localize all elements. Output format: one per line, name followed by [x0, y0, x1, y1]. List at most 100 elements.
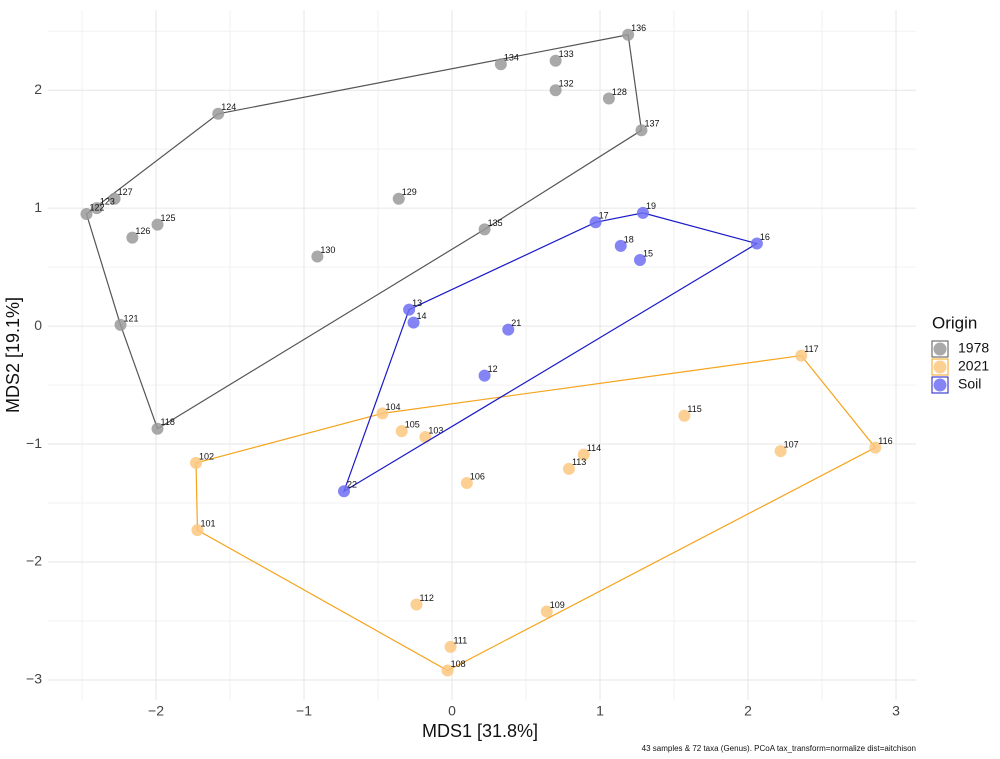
point-label: 117	[804, 344, 818, 354]
point-label: 12	[488, 364, 498, 374]
point	[562, 462, 575, 475]
point-label: 106	[470, 471, 485, 481]
point-label: 134	[504, 53, 519, 63]
point-label: 129	[402, 187, 417, 197]
point-label: 111	[454, 635, 468, 645]
point-label: 109	[550, 600, 565, 610]
legend-label: Soil	[958, 376, 981, 392]
point	[678, 409, 691, 422]
x-tick-label: 3	[892, 703, 900, 719]
point-label: 112	[420, 593, 434, 603]
point-label: 113	[572, 457, 586, 467]
point	[189, 456, 202, 469]
point	[392, 192, 405, 205]
point	[774, 445, 787, 458]
legend-label: 2021	[958, 358, 989, 374]
point	[151, 422, 164, 435]
point-label: 114	[587, 443, 601, 453]
y-tick-label: −2	[26, 553, 42, 569]
point	[407, 316, 420, 329]
point-label: 122	[89, 202, 104, 212]
point-label: 128	[612, 87, 627, 97]
point-label: 22	[347, 480, 357, 490]
point	[395, 425, 408, 438]
point	[311, 250, 324, 263]
point-label: 132	[559, 79, 574, 89]
point	[478, 369, 491, 382]
point-label: 17	[599, 211, 609, 221]
caption: 43 samples & 72 taxa (Genus). PCoA tax_t…	[642, 744, 916, 753]
legend-swatch	[933, 360, 947, 374]
point	[337, 485, 350, 498]
point-label: 15	[643, 248, 653, 258]
point-label: 135	[488, 218, 503, 228]
point-label: 13	[412, 298, 422, 308]
point	[633, 254, 646, 267]
point	[191, 524, 204, 537]
x-axis-title: MDS1 [31.8%]	[422, 721, 538, 741]
point	[869, 441, 882, 454]
point	[80, 208, 93, 221]
y-axis-title: MDS2 [19.1%]	[3, 297, 23, 413]
point	[126, 231, 139, 244]
point	[540, 605, 553, 618]
legend-swatch	[933, 378, 947, 392]
point-label: 121	[124, 313, 139, 323]
point	[549, 84, 562, 97]
point-label: 103	[428, 425, 443, 435]
point	[577, 448, 590, 461]
hull	[195, 354, 877, 672]
point-label: 127	[118, 187, 133, 197]
x-tick-label: −2	[148, 703, 164, 719]
point-label: 125	[161, 213, 176, 223]
point	[212, 107, 225, 120]
point	[410, 598, 423, 611]
grid	[48, 10, 916, 700]
point-label: 133	[559, 49, 574, 59]
point	[622, 28, 635, 41]
point	[494, 58, 507, 71]
y-tick-label: −1	[26, 435, 42, 451]
point-label: 105	[405, 419, 420, 429]
hull	[85, 34, 643, 430]
y-tick-label: 0	[34, 317, 42, 333]
point-label: 21	[511, 318, 521, 328]
point	[635, 124, 648, 137]
point	[549, 54, 562, 67]
point-label: 136	[631, 23, 646, 33]
point-label: 14	[417, 311, 427, 321]
point	[460, 476, 473, 489]
legend-title: Origin	[932, 313, 977, 332]
point-label: 126	[135, 226, 150, 236]
y-tick-label: 2	[34, 81, 42, 97]
y-tick-label: −3	[26, 671, 42, 687]
legend-label: 1978	[958, 340, 989, 356]
point	[502, 323, 515, 336]
point	[403, 303, 416, 316]
x-tick-label: 2	[744, 703, 752, 719]
point	[795, 349, 808, 362]
point	[750, 237, 763, 250]
point	[614, 239, 627, 252]
legend-swatch	[933, 342, 947, 356]
point-label: 123	[100, 197, 115, 207]
point	[478, 223, 491, 236]
point	[151, 218, 164, 231]
point-label: 124	[221, 102, 236, 112]
point	[444, 640, 457, 653]
point-label: 107	[784, 440, 799, 450]
point-label: 18	[624, 234, 634, 244]
y-tick-label: 1	[34, 199, 42, 215]
point	[441, 664, 454, 677]
x-tick-label: 1	[596, 703, 604, 719]
point-label: 137	[644, 119, 659, 129]
x-tick-label: 0	[448, 703, 456, 719]
point	[602, 92, 615, 105]
point-label: 118	[161, 417, 175, 427]
point-label: 130	[320, 245, 335, 255]
point-label: 115	[687, 404, 701, 414]
point	[114, 318, 127, 331]
point	[376, 407, 389, 420]
